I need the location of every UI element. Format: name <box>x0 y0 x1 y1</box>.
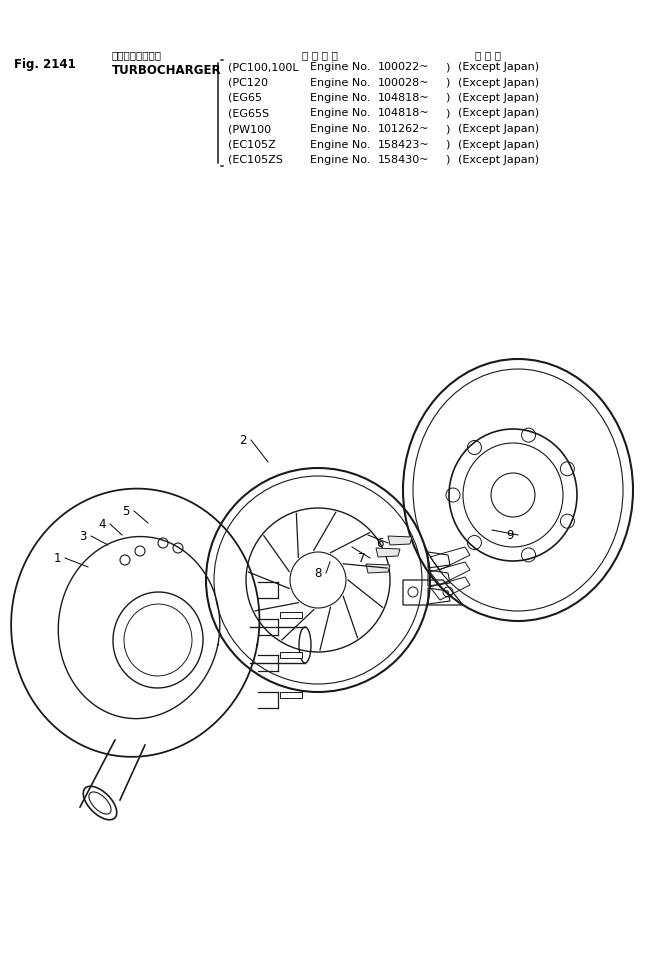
Text: ターボチャージャ: ターボチャージャ <box>112 50 162 60</box>
Bar <box>280 612 302 618</box>
Text: 3: 3 <box>79 530 86 542</box>
Text: 104818~: 104818~ <box>378 93 430 103</box>
Text: (PC120: (PC120 <box>228 78 268 87</box>
Text: ): ) <box>445 62 450 72</box>
Text: (Except Japan): (Except Japan) <box>458 93 539 103</box>
Text: (Except Japan): (Except Japan) <box>458 155 539 165</box>
Bar <box>280 652 302 658</box>
Text: 7: 7 <box>358 551 366 565</box>
Text: 104818~: 104818~ <box>378 109 430 119</box>
Text: Fig. 2141: Fig. 2141 <box>14 58 76 71</box>
Text: 5: 5 <box>122 504 130 517</box>
Polygon shape <box>376 548 400 557</box>
Text: (Except Japan): (Except Japan) <box>458 140 539 150</box>
Text: 158430~: 158430~ <box>378 155 430 165</box>
Text: TURBOCHARGER: TURBOCHARGER <box>112 64 221 77</box>
Text: ): ) <box>445 78 450 87</box>
Text: 100022~: 100022~ <box>378 62 430 72</box>
Text: Engine No.: Engine No. <box>310 62 370 72</box>
Text: ): ) <box>445 140 450 150</box>
Text: ): ) <box>445 93 450 103</box>
Text: Engine No.: Engine No. <box>310 140 370 150</box>
Text: (PW100: (PW100 <box>228 124 271 134</box>
Text: Engine No.: Engine No. <box>310 78 370 87</box>
Text: (Except Japan): (Except Japan) <box>458 62 539 72</box>
Text: (EC105Z: (EC105Z <box>228 140 276 150</box>
Text: Engine No.: Engine No. <box>310 124 370 134</box>
Text: 158423~: 158423~ <box>378 140 430 150</box>
Text: (EG65: (EG65 <box>228 93 262 103</box>
Text: 101262~: 101262~ <box>378 124 430 134</box>
Text: 6: 6 <box>376 537 384 549</box>
Text: 9: 9 <box>506 529 514 541</box>
Text: (Except Japan): (Except Japan) <box>458 109 539 119</box>
Text: ): ) <box>445 155 450 165</box>
Polygon shape <box>388 536 412 545</box>
Text: (PC100,100L: (PC100,100L <box>228 62 299 72</box>
Text: (Except Japan): (Except Japan) <box>458 78 539 87</box>
Polygon shape <box>366 564 390 573</box>
Text: 4: 4 <box>98 517 106 531</box>
Text: Engine No.: Engine No. <box>310 155 370 165</box>
Text: (EG65S: (EG65S <box>228 109 269 119</box>
Text: Engine No.: Engine No. <box>310 93 370 103</box>
Text: 2: 2 <box>239 434 247 446</box>
Text: (EC105ZS: (EC105ZS <box>228 155 283 165</box>
Text: 8: 8 <box>315 567 322 579</box>
Text: (Except Japan): (Except Japan) <box>458 124 539 134</box>
Text: ): ) <box>445 124 450 134</box>
Text: 海 外 向: 海 外 向 <box>475 50 501 60</box>
Text: 適 用 号 機: 適 用 号 機 <box>302 50 338 60</box>
Text: 1: 1 <box>53 551 61 565</box>
Text: Engine No.: Engine No. <box>310 109 370 119</box>
Text: 100028~: 100028~ <box>378 78 430 87</box>
Text: ): ) <box>445 109 450 119</box>
Bar <box>280 692 302 698</box>
